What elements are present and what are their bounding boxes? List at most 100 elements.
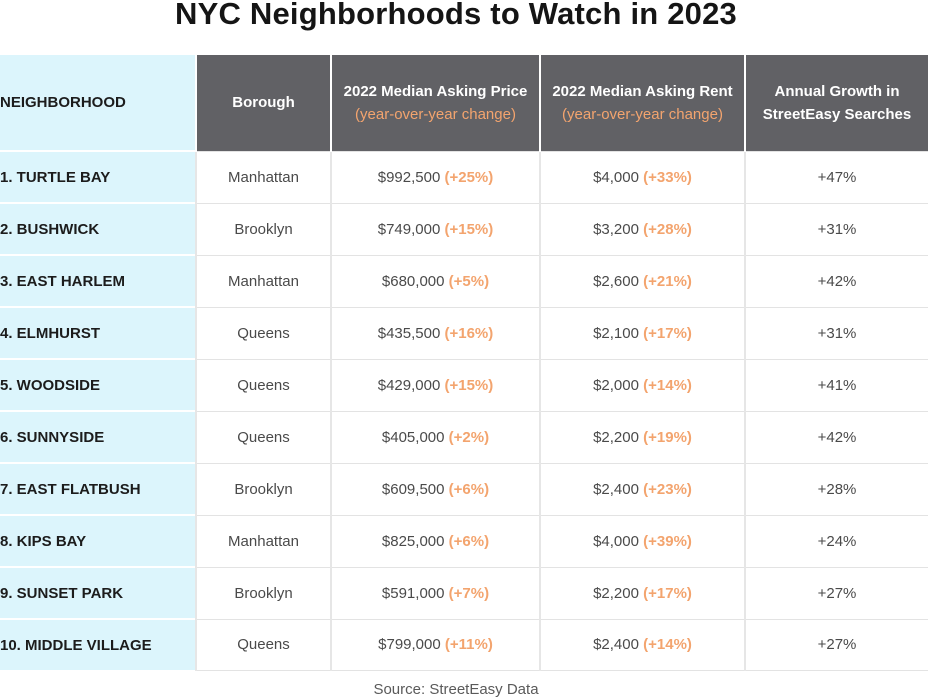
search-growth-cell: +31% bbox=[744, 306, 928, 359]
rent-value: $2,200 bbox=[593, 428, 639, 446]
rent-cell: $2,600 (+21%) bbox=[539, 254, 745, 307]
search-growth-value: +42% bbox=[817, 428, 857, 446]
borough-value: Brooklyn bbox=[234, 220, 293, 238]
price-cell: $680,000 (+5%) bbox=[330, 254, 540, 307]
price-cell: $799,000 (+11%) bbox=[330, 618, 540, 671]
search-growth-value: +41% bbox=[817, 376, 857, 394]
rent-change: (+14%) bbox=[643, 376, 692, 394]
price-change: (+7%) bbox=[448, 584, 490, 602]
borough-value: Queens bbox=[237, 376, 290, 394]
search-growth-value: +47% bbox=[817, 168, 857, 186]
price-value: $609,500 bbox=[381, 480, 445, 498]
search-growth-cell: +27% bbox=[744, 618, 928, 671]
borough-value: Queens bbox=[237, 636, 290, 653]
search-growth-cell: +24% bbox=[744, 514, 928, 567]
price-change: (+15%) bbox=[444, 376, 494, 394]
price-value: $992,500 bbox=[377, 168, 441, 186]
price-value: $825,000 bbox=[381, 532, 445, 550]
rent-change: (+14%) bbox=[643, 636, 692, 653]
table-row: 10. MIDDLE VILLAGE Queens $799,000 (+11%) $… bbox=[0, 618, 928, 671]
search-growth-cell: +42% bbox=[744, 254, 928, 307]
table-row: 6. SUNNYSIDE Queens $405,000 (+2%) $2,200 (… bbox=[0, 410, 928, 463]
neighborhood-cell: 9. SUNSET PARK bbox=[0, 566, 196, 619]
rent-value: $2,600 bbox=[593, 272, 639, 290]
price-change: (+11%) bbox=[444, 636, 493, 653]
table-row: 1. TURTLE BAY Manhattan $992,500 (+25%) $4,… bbox=[0, 150, 928, 203]
price-cell: $591,000 (+7%) bbox=[330, 566, 540, 619]
chart-title: NYC Neighborhoods to Watch in 2023 bbox=[175, 0, 737, 31]
neighborhood-name: 2. BUSHWICK bbox=[0, 220, 100, 238]
rent-value: $2,100 bbox=[593, 324, 639, 342]
header-price-label: 2022 Median Asking Price bbox=[343, 82, 528, 100]
neighborhood-cell: 2. BUSHWICK bbox=[0, 202, 196, 255]
rent-cell: $3,200 (+28%) bbox=[539, 202, 745, 255]
price-change: (+2%) bbox=[448, 428, 490, 446]
price-value: $749,000 bbox=[377, 220, 441, 238]
header-rent: 2022 Median Asking Rent (year-over-year … bbox=[539, 55, 745, 151]
table-row: 7. EAST FLATBUSH Brooklyn $609,500 (+6%) $2… bbox=[0, 462, 928, 515]
rent-cell: $2,000 (+14%) bbox=[539, 358, 745, 411]
price-cell: $429,000 (+15%) bbox=[330, 358, 540, 411]
borough-cell: Queens bbox=[195, 410, 331, 463]
borough-value: Manhattan bbox=[228, 272, 299, 290]
source-note: Source: StreetEasy Data bbox=[373, 681, 539, 698]
search-growth-cell: +28% bbox=[744, 462, 928, 515]
search-growth-cell: +41% bbox=[744, 358, 928, 411]
neighborhood-table: NEIGHBORHOOD Borough 2022 Median Asking … bbox=[0, 55, 928, 671]
header-neighborhood: NEIGHBORHOOD bbox=[0, 55, 196, 151]
price-value: $799,000 bbox=[378, 636, 441, 653]
search-growth-value: +28% bbox=[817, 480, 857, 498]
search-growth-value: +27% bbox=[817, 636, 857, 653]
price-value: $405,000 bbox=[381, 428, 445, 446]
header-search-growth-label: Annual Growth in bbox=[774, 82, 900, 100]
rent-value: $2,400 bbox=[593, 636, 639, 653]
neighborhood-cell: 7. EAST FLATBUSH bbox=[0, 462, 196, 515]
table-row: 5. WOODSIDE Queens $429,000 (+15%) $2,000 (… bbox=[0, 358, 928, 411]
borough-value: Queens bbox=[237, 428, 290, 446]
header-neighborhood-label: NEIGHBORHOOD bbox=[0, 94, 126, 111]
price-change: (+5%) bbox=[448, 272, 490, 290]
header-rent-label: 2022 Median Asking Rent bbox=[552, 82, 733, 100]
price-value: $435,500 bbox=[377, 324, 441, 342]
borough-cell: Manhattan bbox=[195, 254, 331, 307]
price-value: $680,000 bbox=[381, 272, 445, 290]
search-growth-value: +31% bbox=[817, 324, 857, 342]
neighborhood-name: 9. SUNSET PARK bbox=[0, 584, 124, 602]
borough-value: Manhattan bbox=[228, 168, 299, 186]
price-cell: $992,500 (+25%) bbox=[330, 150, 540, 203]
rent-cell: $4,000 (+39%) bbox=[539, 514, 745, 567]
search-growth-value: +24% bbox=[817, 532, 857, 550]
borough-cell: Brooklyn bbox=[195, 566, 331, 619]
search-growth-value: +42% bbox=[817, 272, 857, 290]
neighborhood-name: 1. TURTLE BAY bbox=[0, 168, 111, 186]
table-row: 8. KIPS BAY Manhattan $825,000 (+6%) $4,000… bbox=[0, 514, 928, 567]
borough-cell: Queens bbox=[195, 358, 331, 411]
borough-cell: Manhattan bbox=[195, 150, 331, 203]
table-row: 3. EAST HARLEM Manhattan $680,000 (+5%) $2,… bbox=[0, 254, 928, 307]
header-borough-label: Borough bbox=[232, 94, 295, 112]
neighborhood-cell: 3. EAST HARLEM bbox=[0, 254, 196, 307]
search-growth-value: +27% bbox=[817, 584, 857, 602]
neighborhood-name: 7. EAST FLATBUSH bbox=[0, 480, 141, 498]
price-cell: $825,000 (+6%) bbox=[330, 514, 540, 567]
neighborhood-name: 5. WOODSIDE bbox=[0, 376, 101, 394]
neighborhood-name: 10. MIDDLE VILLAGE bbox=[0, 636, 152, 654]
price-change: (+6%) bbox=[448, 480, 490, 498]
rent-change: (+21%) bbox=[643, 272, 692, 290]
search-growth-cell: +27% bbox=[744, 566, 928, 619]
price-cell: $749,000 (+15%) bbox=[330, 202, 540, 255]
neighborhood-cell: 5. WOODSIDE bbox=[0, 358, 196, 411]
table-row: 9. SUNSET PARK Brooklyn $591,000 (+7%) $2,2… bbox=[0, 566, 928, 619]
price-change: (+15%) bbox=[444, 220, 494, 238]
neighborhood-cell: 1. TURTLE BAY bbox=[0, 150, 196, 203]
neighborhood-cell: 8. KIPS BAY bbox=[0, 514, 196, 567]
rent-change: (+19%) bbox=[643, 428, 692, 446]
neighborhood-name: 6. SUNNYSIDE bbox=[0, 428, 105, 446]
search-growth-value: +31% bbox=[817, 220, 857, 238]
rent-value: $4,000 bbox=[593, 168, 639, 186]
borough-value: Brooklyn bbox=[234, 480, 293, 498]
price-cell: $609,500 (+6%) bbox=[330, 462, 540, 515]
borough-cell: Manhattan bbox=[195, 514, 331, 567]
price-value: $429,000 bbox=[377, 376, 441, 394]
